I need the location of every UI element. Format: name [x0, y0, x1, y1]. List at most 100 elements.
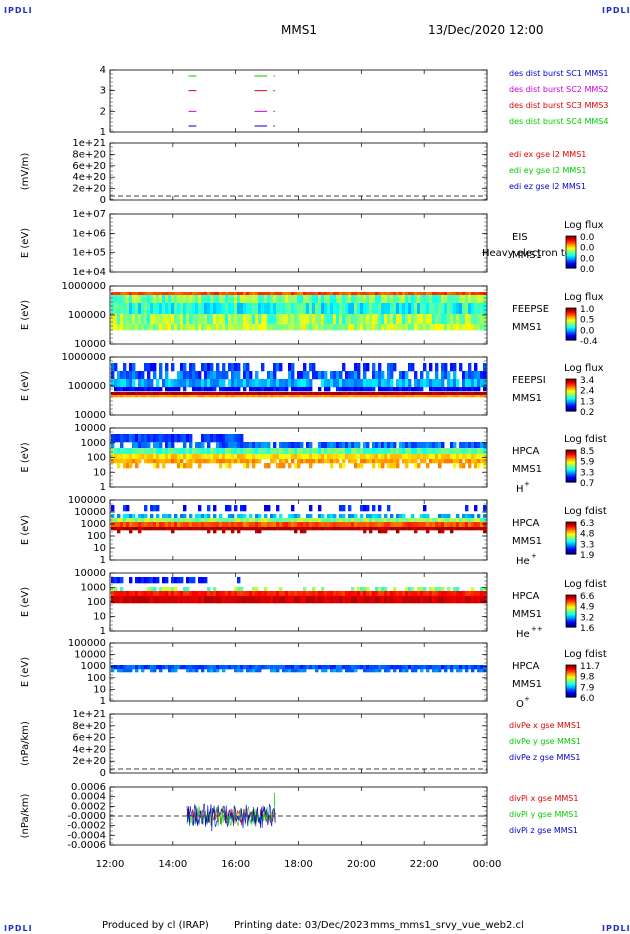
colorbar-frame [565, 521, 577, 555]
spectrogram-cell [333, 665, 337, 670]
spectrogram-cell [156, 505, 160, 512]
y-tick-label: 10 [93, 612, 106, 623]
spectrogram-cell [351, 459, 355, 464]
spectrogram-cell [171, 395, 175, 398]
spectrogram-cell [270, 314, 274, 325]
spectrogram-cell [333, 522, 337, 528]
spectrogram-cell [432, 448, 436, 455]
spectrogram-cell [150, 454, 154, 460]
spectrogram-cell [375, 459, 379, 464]
spectrogram-cell [360, 324, 364, 331]
spectrogram-cell [372, 442, 376, 449]
spectrogram-cell [153, 591, 157, 597]
spectrogram-cell [189, 459, 193, 464]
spectrogram-cell [168, 459, 172, 464]
spectrogram-cell [363, 392, 367, 396]
spectrogram-cell [330, 292, 334, 296]
spectrogram-cell [246, 665, 250, 670]
spectrogram-cell [141, 292, 145, 296]
spectrogram-cell [243, 295, 247, 304]
spectrogram-cell [171, 577, 175, 584]
spectrogram-cell [417, 292, 421, 296]
spectrogram-cell [237, 324, 241, 331]
y-tick-label: 1e+06 [72, 228, 106, 239]
spectrogram-cell [309, 665, 313, 670]
spectrogram-cell [468, 387, 472, 392]
spectrogram-cell [267, 371, 271, 380]
spectrogram-cell [291, 395, 295, 398]
spectrogram-cell [294, 387, 298, 392]
spectrogram-cell [300, 530, 304, 534]
spectrogram-cell [339, 596, 343, 604]
spectrogram-cell [303, 303, 307, 315]
spectrogram-cell [330, 448, 334, 455]
spectrogram-cell [153, 669, 157, 673]
spectrogram-cell [372, 324, 376, 331]
spectrogram-cell [426, 324, 430, 331]
spectrogram-cell [126, 591, 130, 597]
spectrogram-cell [459, 591, 463, 597]
colorbar-tick-label: 0.0 [580, 265, 595, 275]
spectrogram-cell [132, 295, 136, 304]
spectrogram-cell [411, 324, 415, 331]
spectrogram-cell [243, 527, 247, 531]
spectrogram-cell [234, 448, 238, 455]
spectrogram-cell [291, 454, 295, 460]
spectrogram-cell [192, 665, 196, 670]
spectrogram-cell [147, 591, 151, 597]
spectrogram-cell [165, 454, 169, 460]
colorbar-segment [566, 262, 576, 265]
spectrogram-cell [465, 454, 469, 460]
colorbar-segment [566, 334, 576, 337]
colorbar-segment [566, 389, 576, 392]
spectrogram-cell [387, 459, 391, 464]
colorbar-segment [566, 624, 576, 627]
spectrogram-cell [123, 395, 127, 398]
spectrogram-cell [357, 591, 361, 597]
spectrogram-cell [189, 463, 193, 469]
spectrogram-cell [237, 442, 241, 449]
spectrogram-cell [384, 518, 388, 523]
spectrogram-cell [450, 518, 454, 523]
spectrogram-cell [270, 518, 274, 523]
spectrogram-cell [453, 587, 457, 592]
spectrogram-cell [267, 379, 271, 388]
colorbar-segment [566, 254, 576, 257]
spectrogram-cell [216, 392, 220, 396]
y-tick-label: 0.0002 [71, 801, 106, 812]
spectrogram-cell [201, 514, 205, 519]
spectrogram-cell [243, 395, 247, 398]
spectrogram-cell [207, 292, 211, 296]
spectrogram-cell [294, 514, 298, 519]
spectrogram-cell [453, 371, 457, 380]
spectrogram-cell [384, 314, 388, 325]
corner-label-bottom-right: IPDLI [602, 924, 630, 933]
spectrogram-cell [162, 434, 166, 443]
spectrogram-cell [222, 295, 226, 304]
spectrogram-cell [303, 379, 307, 388]
spectrogram-cell [156, 665, 160, 670]
spectrogram-cell [273, 363, 277, 372]
spectrogram-cell [285, 454, 289, 460]
spectrogram-cell [168, 434, 172, 443]
spectrogram-cell [126, 314, 130, 325]
spectrogram-cell [126, 665, 130, 670]
spectrogram-cell [129, 395, 133, 398]
spectrogram-cell [129, 577, 133, 584]
spectrogram-cell [189, 514, 193, 519]
spectrogram-cell [411, 295, 415, 304]
spectrogram-cell [225, 527, 229, 531]
spectrogram-cell [453, 518, 457, 523]
spectrogram-cell [435, 387, 439, 392]
spectrogram-cell [222, 392, 226, 396]
spectrogram-cell [258, 669, 262, 673]
spectrogram-cell [264, 454, 268, 460]
spectrogram-cell [210, 669, 214, 673]
spectrogram-cell [399, 295, 403, 304]
spectrogram-cell [333, 527, 337, 531]
spectrogram-cell [396, 395, 400, 398]
spectrogram-cell [216, 292, 220, 296]
spectrogram-cell [183, 505, 187, 512]
spectrogram-cell [150, 379, 154, 388]
y-tick-label: 10 [93, 467, 106, 478]
